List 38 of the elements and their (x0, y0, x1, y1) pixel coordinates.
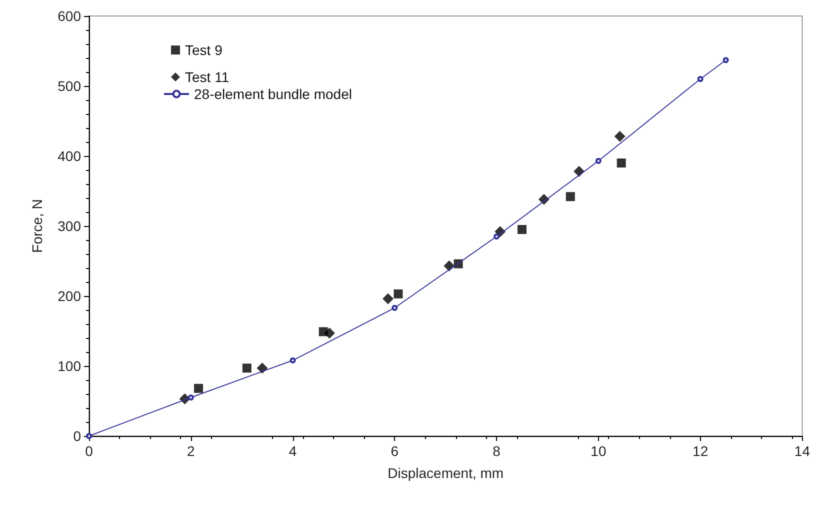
legend-label: Test 9 (185, 42, 223, 58)
point (518, 225, 527, 234)
point (392, 304, 398, 311)
x-tick-label: 0 (85, 443, 94, 459)
x-tick-label: 14 (794, 443, 810, 459)
point (566, 192, 575, 202)
point (324, 328, 335, 339)
point (290, 357, 296, 364)
point (256, 362, 268, 374)
y-tick-label: 0 (73, 428, 82, 444)
point (494, 234, 500, 240)
y-tick-label: 400 (58, 148, 82, 164)
x-tick-label: 10 (590, 443, 606, 459)
y-tick-label: 500 (58, 78, 82, 94)
point (382, 293, 394, 304)
legend-label: 28-element bundle model (194, 86, 352, 102)
point (188, 394, 194, 400)
x-tick-label: 8 (492, 443, 501, 459)
point (86, 433, 92, 439)
x-tick-label: 6 (390, 443, 399, 459)
point (394, 289, 403, 298)
point (242, 364, 252, 373)
point (697, 76, 704, 82)
y-tick-label: 300 (58, 218, 82, 234)
x-tick-label: 12 (692, 443, 708, 459)
point (722, 57, 729, 64)
y-tick-label: 600 (58, 8, 82, 24)
point (616, 158, 626, 168)
y-axis-title: Force, N (29, 199, 45, 253)
point (194, 384, 204, 393)
y-tick-label: 200 (58, 288, 82, 304)
x-tick-label: 4 (288, 443, 297, 459)
point (614, 130, 626, 142)
point (595, 158, 602, 164)
y-tick-label: 100 (58, 358, 82, 374)
legend-label: Test 11 (185, 69, 230, 85)
x-tick-label: 2 (186, 443, 195, 459)
x-axis-title: Displacement, mm (388, 465, 504, 481)
